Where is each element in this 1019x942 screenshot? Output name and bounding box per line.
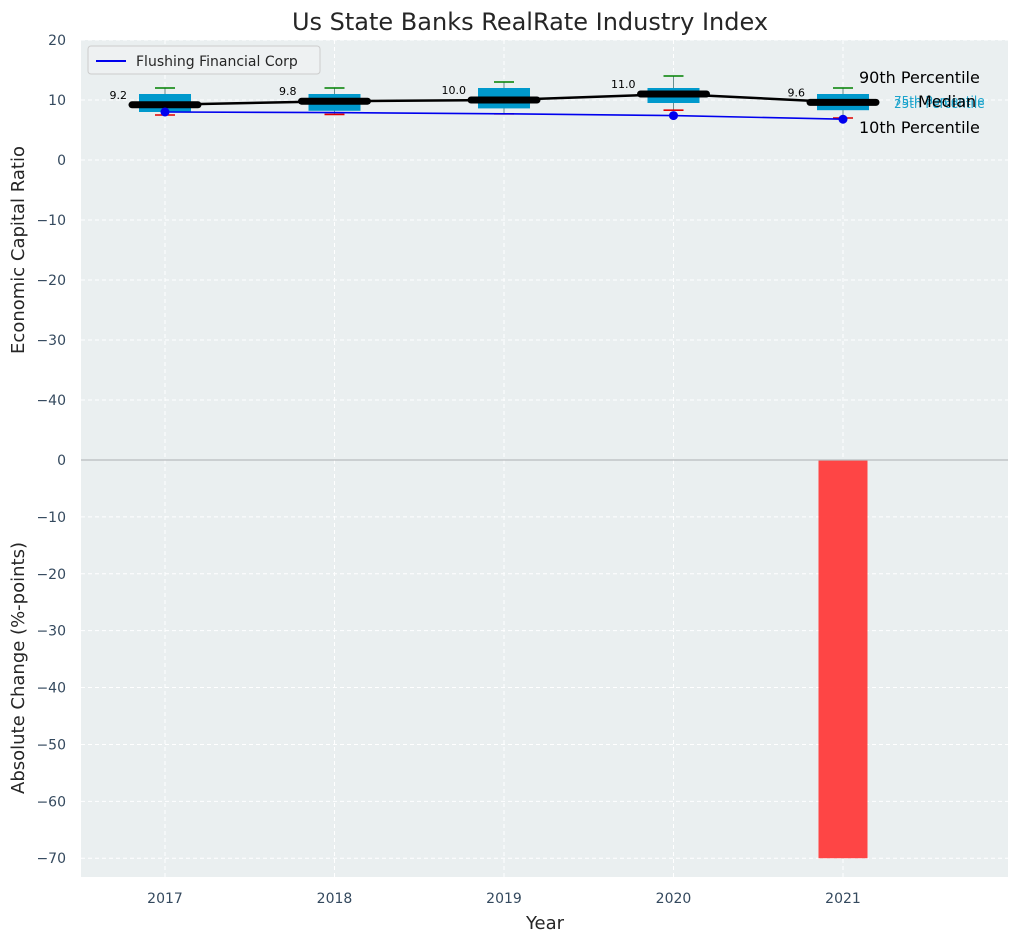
top-y-tick-label: 0	[57, 153, 66, 169]
x-tick-label: 2017	[147, 891, 183, 907]
bottom-y-tick-label: −20	[36, 567, 66, 583]
x-tick-label: 2020	[656, 891, 692, 907]
bottom-y-tick-label: −30	[36, 624, 66, 640]
company-point	[838, 114, 848, 124]
annotation-90th-percentile: 90th Percentile	[859, 68, 980, 87]
top-y-tick-label: −20	[36, 273, 66, 289]
median-value-label: 10.0	[442, 84, 467, 97]
company-line	[164, 111, 844, 120]
legend-entry-company: Flushing Financial Corp	[136, 54, 298, 70]
bottom-y-axis-label: Absolute Change (%-points)	[8, 542, 29, 794]
annotation-median: Median	[918, 92, 976, 111]
bottom-y-tick-label: −70	[36, 851, 66, 867]
top-y-axis-label: Economic Capital Ratio	[8, 146, 29, 354]
legend: Flushing Financial Corp	[87, 45, 321, 75]
top-y-tick-label: 20	[48, 33, 66, 49]
annotation-75th-percentile: 75th Percentile	[894, 94, 985, 108]
annotation-10th-percentile: 10th Percentile	[859, 118, 980, 137]
bottom-y-tick-label: −60	[36, 794, 66, 810]
x-tick-label: 2018	[317, 891, 353, 907]
median-value-label: 9.2	[110, 89, 128, 102]
median-value-label: 9.8	[279, 85, 297, 98]
bottom-y-tick-label: −40	[36, 681, 66, 697]
legend-box	[87, 45, 321, 75]
bottom-y-tick-label: −10	[36, 510, 66, 526]
top-y-tick-label: −30	[36, 333, 66, 349]
bottom-y-tick-label: −50	[36, 737, 66, 753]
top-y-tick-label: 10	[48, 93, 66, 109]
median-value-label: 11.0	[611, 78, 636, 91]
bottom-plot-area	[81, 460, 1008, 877]
bar-layer	[818, 460, 868, 859]
x-axis-label: Year	[525, 913, 565, 934]
company-point	[160, 107, 170, 117]
top-y-tick-label: −40	[36, 393, 66, 409]
chart-title: Us State Banks RealRate Industry Index	[292, 8, 768, 36]
company-point	[669, 111, 678, 121]
median-value-label: 9.6	[788, 86, 806, 99]
x-tick-label: 2019	[486, 891, 522, 907]
bottom-y-tick-label: 0	[57, 453, 66, 469]
change-bar	[818, 460, 868, 859]
x-tick-label: 2021	[825, 891, 861, 907]
annotation-25th-percentile: 25th Percentile	[894, 97, 985, 111]
top-y-tick-label: −10	[36, 213, 66, 229]
label-layer: 9.2 9.8 10.0 11.0 9.6	[110, 78, 806, 102]
line-layer	[128, 90, 880, 124]
tick-layer: 2017 2018 2019 2020 2021 20 10 0 −10 −20 −30 −40 0 −1…	[36, 33, 860, 907]
